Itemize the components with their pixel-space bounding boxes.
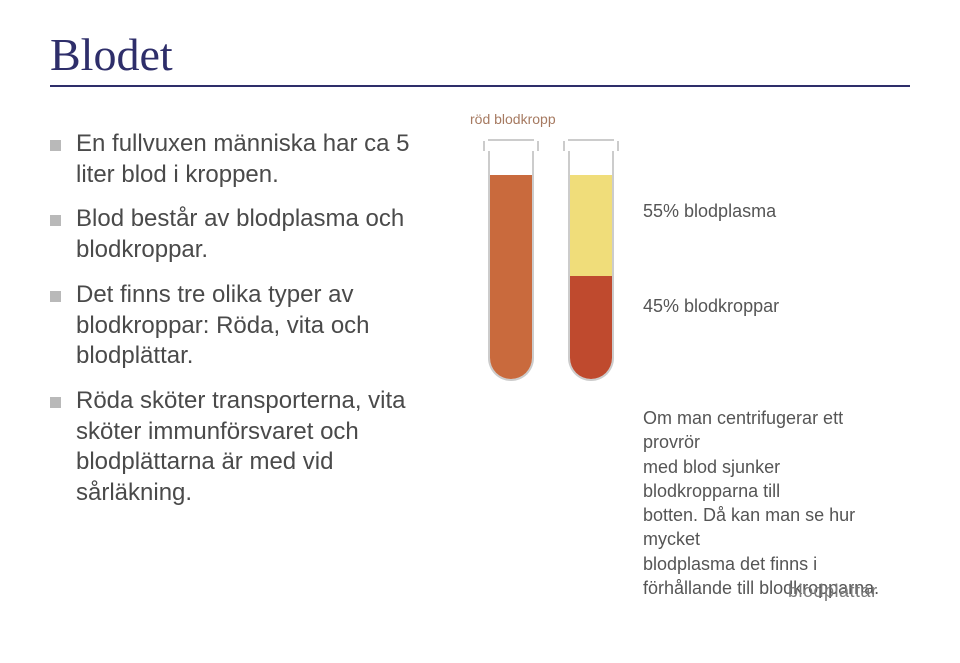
page-title: Blodet [50, 28, 910, 81]
caption-line: med blod sjunker blodkropparna till [643, 457, 780, 501]
annotation-cells: 45% blodkroppar [643, 296, 779, 317]
right-column: röd blodkropp 55% blo [468, 121, 898, 601]
caption-line: botten. Då kan man se hur mycket [643, 505, 855, 549]
tube-glass [488, 151, 534, 381]
caption-line: Om man centrifugerar ett provrör [643, 408, 843, 452]
slide: Blodet En fullvuxen människa har ca 5 li… [0, 0, 960, 663]
bullet-item: Blod består av blodplasma och blodkroppa… [50, 204, 450, 265]
bullet-list: En fullvuxen människa har ca 5 liter blo… [50, 129, 450, 509]
top-label: röd blodkropp [470, 111, 556, 127]
figure: röd blodkropp 55% blo [468, 121, 898, 601]
title-rule [50, 85, 910, 87]
footer-label: blodplattar [788, 581, 878, 602]
tube-fill-cells [570, 276, 612, 379]
tube-rim [563, 141, 619, 151]
content-row: En fullvuxen människa har ca 5 liter blo… [50, 121, 910, 601]
annotation-plasma: 55% blodplasma [643, 201, 776, 222]
bullet-item: En fullvuxen människa har ca 5 liter blo… [50, 129, 450, 190]
left-column: En fullvuxen människa har ca 5 liter blo… [50, 121, 450, 523]
tube-rim [483, 141, 539, 151]
test-tube-whole [488, 139, 534, 381]
bullet-item: Röda sköter transporterna, vita sköter i… [50, 386, 450, 509]
tube-fill-plasma [570, 175, 612, 276]
caption-line: blodplasma det finns i [643, 554, 817, 574]
test-tube-separated [568, 139, 614, 381]
figure-caption: Om man centrifugerar ett provrör med blo… [643, 406, 898, 600]
tube-fill-whole [490, 175, 532, 379]
bullet-item: Det finns tre olika typer av blodkroppar… [50, 280, 450, 372]
tube-glass [568, 151, 614, 381]
